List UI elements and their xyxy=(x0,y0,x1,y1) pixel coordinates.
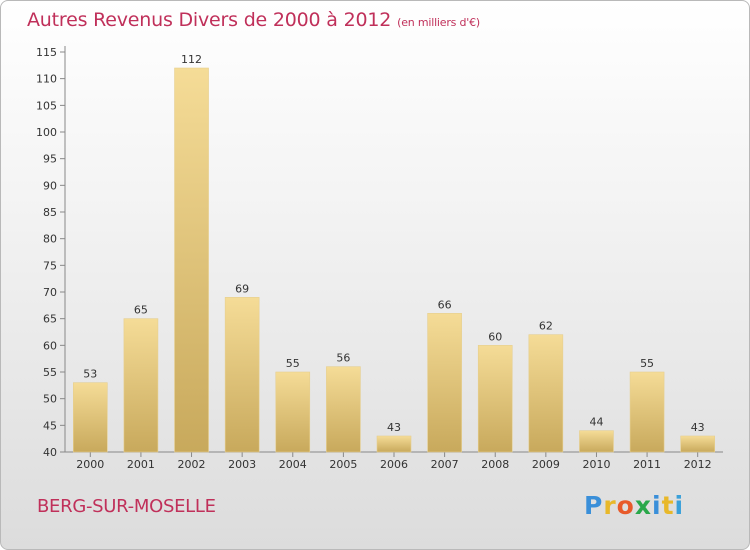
x-tick-label: 2009 xyxy=(532,458,560,471)
logo-letter: i xyxy=(652,491,662,520)
y-tick-label: 110 xyxy=(36,73,57,86)
y-tick-label: 100 xyxy=(36,126,57,139)
y-tick-label: 115 xyxy=(36,46,57,59)
bar-value-label: 55 xyxy=(640,357,654,370)
bar-2009 xyxy=(528,334,564,453)
y-tick-label: 65 xyxy=(43,313,57,326)
bar-value-label: 62 xyxy=(539,320,553,333)
bar-value-label: 60 xyxy=(488,330,502,343)
bar-value-label: 44 xyxy=(589,416,603,429)
y-tick-label: 50 xyxy=(43,393,57,406)
bar-2002 xyxy=(174,67,209,453)
bar-2000 xyxy=(73,382,108,453)
bar-value-label: 53 xyxy=(83,368,97,381)
y-tick-label: 85 xyxy=(43,206,57,219)
x-tick-label: 2000 xyxy=(76,458,104,471)
logo-letter: P xyxy=(584,491,604,520)
logo-letter: r xyxy=(603,491,617,520)
logo-letter: i xyxy=(674,491,685,520)
bar-2011 xyxy=(629,371,665,453)
bar-2008 xyxy=(477,345,513,453)
bar-2006 xyxy=(376,435,412,453)
bar-2004 xyxy=(275,371,311,453)
y-tick-label: 55 xyxy=(43,366,57,379)
y-tick-label: 75 xyxy=(43,259,57,272)
bar-value-label: 66 xyxy=(438,298,452,311)
x-tick-label: 2006 xyxy=(380,458,408,471)
bar-value-label: 56 xyxy=(336,352,350,365)
x-tick-label: 2007 xyxy=(431,458,459,471)
x-tick-label: 2003 xyxy=(228,458,256,471)
bar-2005 xyxy=(326,366,361,453)
logo-letter: o xyxy=(616,491,635,520)
x-tick-label: 2012 xyxy=(684,458,712,471)
logo-letter: x xyxy=(634,491,652,520)
x-tick-label: 2001 xyxy=(127,458,155,471)
bar-value-label: 65 xyxy=(134,304,148,317)
logo-letter: t xyxy=(661,491,675,520)
x-tick-label: 2010 xyxy=(582,458,610,471)
y-tick-label: 95 xyxy=(43,153,57,166)
chart-subtitle: (en milliers d'€) xyxy=(397,16,481,29)
bar-2003 xyxy=(224,297,260,453)
bar-2007 xyxy=(427,313,462,453)
proxiti-logo: Proxiti xyxy=(584,491,684,520)
bar-2001 xyxy=(123,318,159,453)
bar-value-label: 43 xyxy=(691,421,705,434)
y-tick-label: 60 xyxy=(43,339,57,352)
x-tick-label: 2008 xyxy=(481,458,509,471)
y-tick-label: 90 xyxy=(43,179,57,192)
y-tick-label: 70 xyxy=(43,286,57,299)
y-tick-label: 45 xyxy=(43,419,57,432)
x-tick-label: 2004 xyxy=(279,458,307,471)
chart-title: Autres Revenus Divers de 2000 à 2012 (en … xyxy=(27,9,481,31)
bar-2010 xyxy=(579,430,614,453)
bar-2012 xyxy=(680,435,715,453)
x-tick-label: 2005 xyxy=(329,458,357,471)
y-tick-label: 40 xyxy=(43,446,57,459)
bar-value-label: 112 xyxy=(181,53,202,66)
place-name: BERG-SUR-MOSELLE xyxy=(37,496,216,517)
bar-value-label: 43 xyxy=(387,421,401,434)
x-tick-label: 2002 xyxy=(178,458,206,471)
y-tick-label: 105 xyxy=(36,99,57,112)
x-tick-label: 2011 xyxy=(633,458,661,471)
bar-value-label: 55 xyxy=(286,357,300,370)
bar-value-label: 69 xyxy=(235,282,249,295)
y-tick-label: 80 xyxy=(43,233,57,246)
